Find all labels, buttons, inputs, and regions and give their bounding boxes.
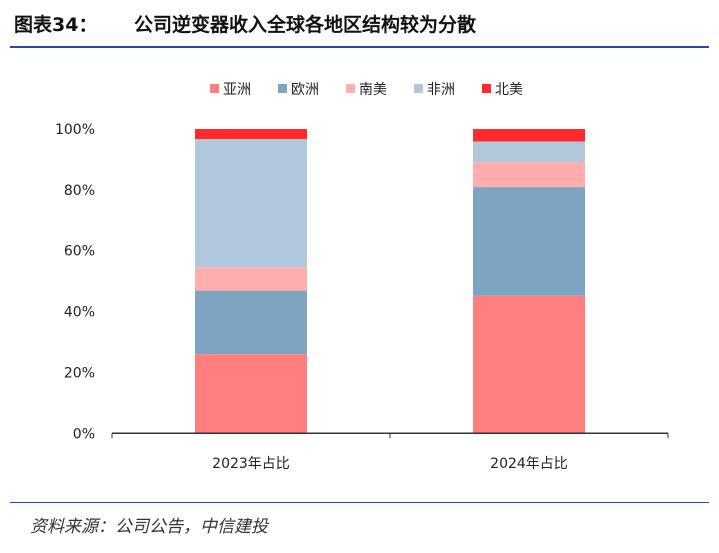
bar-segment: [195, 290, 307, 355]
bar-segment: [473, 141, 585, 163]
legend-swatch: [482, 84, 491, 93]
y-tick-label: 100%: [55, 122, 95, 138]
figure-title: 图表34： 公司逆变器收入全球各地区结构较为分散: [14, 10, 476, 37]
bar-segment: [195, 267, 307, 291]
legend-swatch: [278, 84, 287, 93]
bar-segment: [473, 295, 585, 434]
y-tick-label: 40%: [64, 305, 95, 321]
bar-segment: [473, 129, 585, 142]
bar-segment: [195, 129, 307, 140]
y-tick-label: 80%: [64, 183, 95, 199]
legend-label: 亚洲: [223, 82, 251, 98]
title-divider: [10, 46, 709, 48]
bar-segment: [473, 162, 585, 188]
y-tick-label: 0%: [73, 426, 95, 442]
legend-swatch: [210, 84, 219, 93]
bar-segment: [473, 187, 585, 296]
legend-label: 北美: [495, 82, 523, 98]
figure-title-text: 公司逆变器收入全球各地区结构较为分散: [134, 14, 477, 36]
x-tick-label: 2024年占比: [490, 456, 568, 472]
y-tick-label: 60%: [64, 244, 95, 260]
bar-segment: [195, 139, 307, 268]
legend-label: 南美: [359, 82, 387, 98]
footer-divider: [10, 502, 709, 503]
legend-swatch: [346, 84, 355, 93]
bar-segment: [195, 354, 307, 434]
legend-label: 欧洲: [291, 82, 319, 98]
x-tick-label: 2023年占比: [212, 456, 290, 472]
legend-swatch: [414, 84, 423, 93]
y-tick-label: 20%: [64, 365, 95, 381]
legend-label: 非洲: [427, 82, 455, 98]
source-note: 资料来源：公司公告，中信建投: [30, 517, 268, 537]
figure-number: 图表34：: [14, 14, 98, 36]
